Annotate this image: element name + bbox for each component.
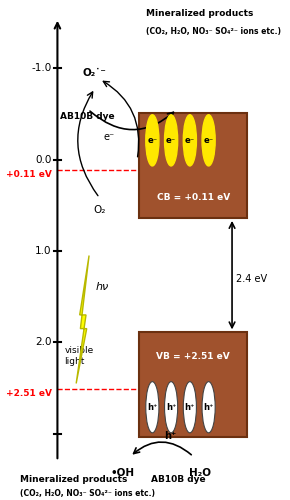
Text: 2.4 eV: 2.4 eV: [235, 274, 267, 284]
Text: Mineralized products: Mineralized products: [20, 475, 127, 484]
Text: hν: hν: [96, 282, 109, 292]
Text: 2.0: 2.0: [35, 338, 52, 347]
Text: (CO₂, H₂O, NO₃⁻ SO₄²⁻ ions etc.): (CO₂, H₂O, NO₃⁻ SO₄²⁻ ions etc.): [20, 488, 155, 498]
Circle shape: [202, 382, 215, 433]
Text: CB = +0.11 eV: CB = +0.11 eV: [157, 192, 230, 202]
Polygon shape: [76, 256, 89, 384]
Text: O₂˙⁻: O₂˙⁻: [83, 68, 107, 78]
Text: e⁻: e⁻: [166, 136, 176, 145]
Text: e⁻: e⁻: [104, 132, 115, 141]
Text: 1.0: 1.0: [35, 246, 52, 256]
Circle shape: [183, 382, 196, 433]
Text: visible
light: visible light: [64, 346, 94, 366]
Text: VB = +2.51 eV: VB = +2.51 eV: [157, 352, 230, 362]
FancyBboxPatch shape: [139, 113, 247, 218]
Text: +2.51 eV: +2.51 eV: [6, 389, 52, 398]
Text: 0.0: 0.0: [35, 154, 52, 164]
Text: e⁻: e⁻: [204, 136, 214, 145]
Circle shape: [146, 382, 159, 433]
Text: H₂O: H₂O: [189, 468, 211, 478]
Text: h⁺: h⁺: [164, 431, 176, 441]
Circle shape: [164, 382, 178, 433]
Circle shape: [146, 115, 159, 166]
Text: h⁺: h⁺: [147, 402, 157, 411]
Text: h⁺: h⁺: [166, 402, 176, 411]
FancyBboxPatch shape: [139, 332, 247, 438]
Text: e⁻: e⁻: [185, 136, 195, 145]
Text: +0.11 eV: +0.11 eV: [6, 170, 52, 178]
Text: -1.0: -1.0: [31, 63, 52, 73]
Text: e⁻: e⁻: [147, 136, 157, 145]
Text: (CO₂, H₂O, NO₃⁻ SO₄²⁻ ions etc.): (CO₂, H₂O, NO₃⁻ SO₄²⁻ ions etc.): [146, 27, 282, 36]
Text: h⁺: h⁺: [185, 402, 195, 411]
Text: AB10B dye: AB10B dye: [151, 475, 206, 484]
Text: h⁺: h⁺: [203, 402, 214, 411]
Text: O₂: O₂: [93, 205, 106, 215]
Text: •OH: •OH: [111, 468, 135, 478]
Text: Mineralized products: Mineralized products: [146, 9, 254, 18]
Circle shape: [183, 115, 196, 166]
Text: AB10B dye: AB10B dye: [60, 112, 114, 121]
Circle shape: [164, 115, 178, 166]
Circle shape: [202, 115, 215, 166]
